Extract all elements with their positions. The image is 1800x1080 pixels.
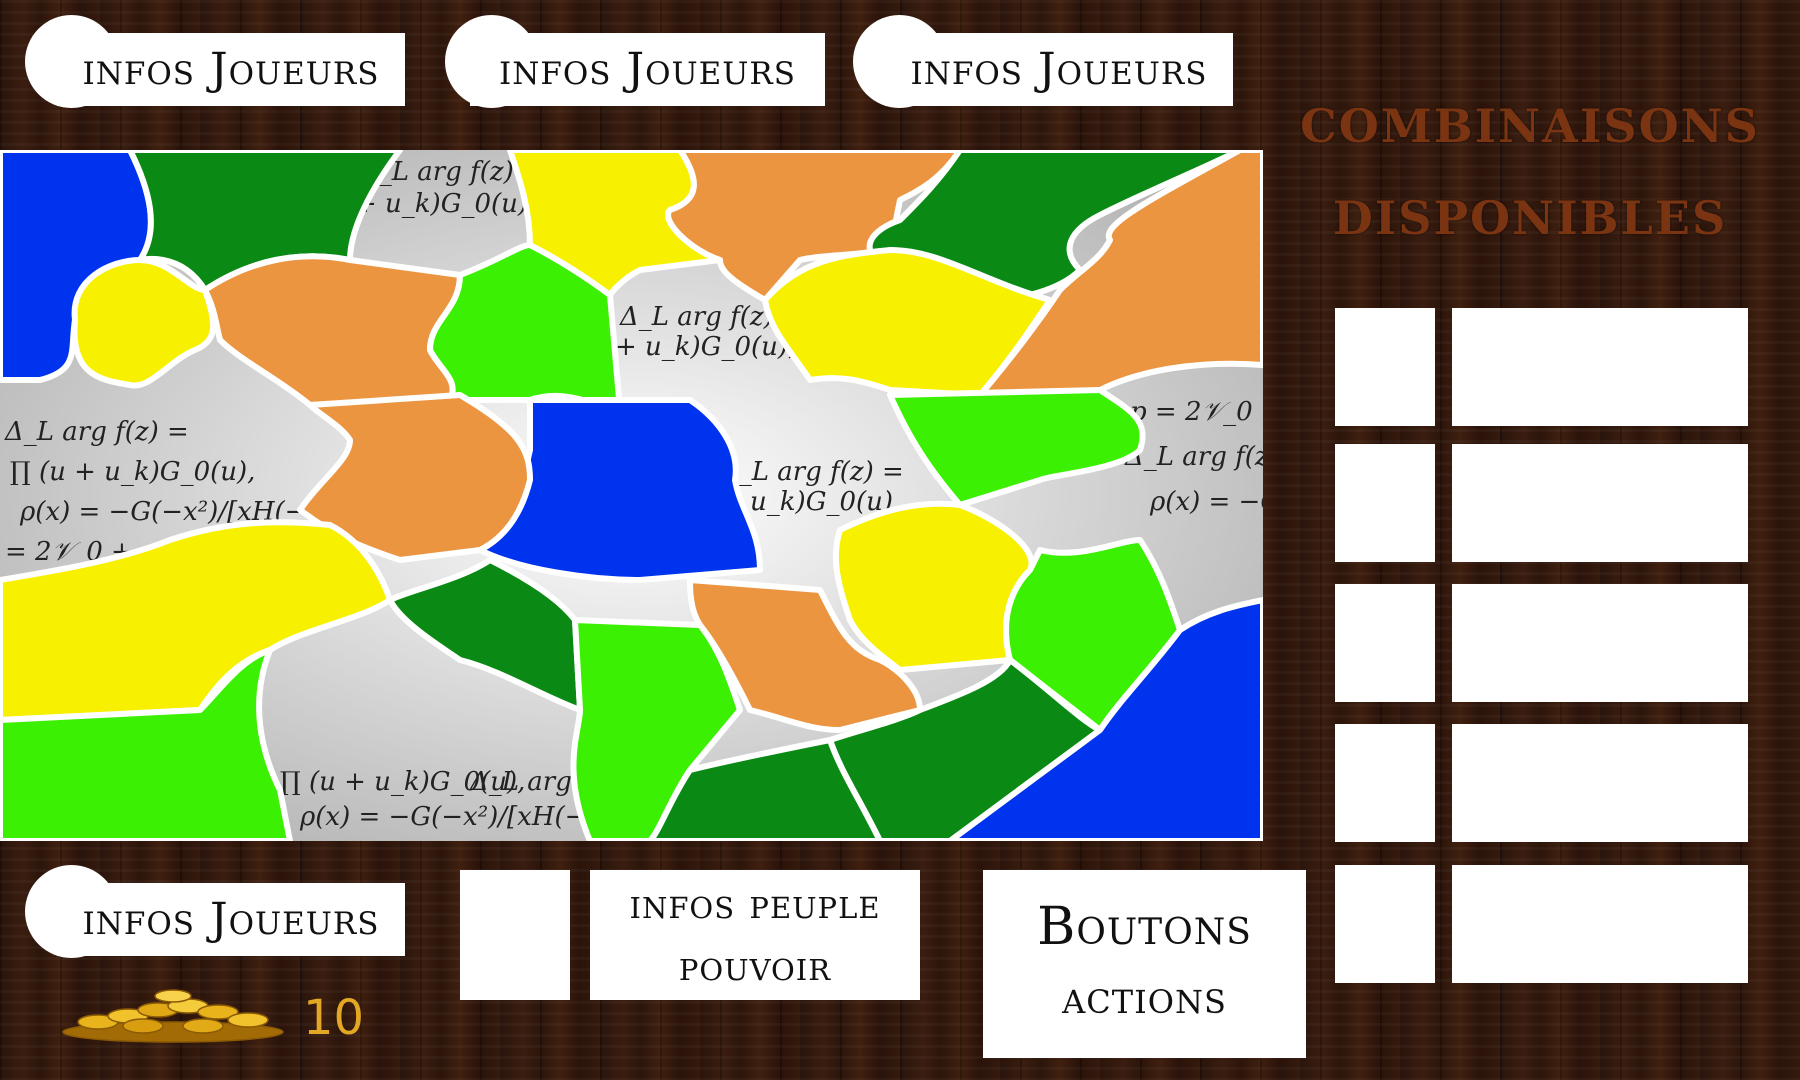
combination-2-icon[interactable] xyxy=(1335,444,1435,562)
player-info-3[interactable]: infos Joueurs xyxy=(853,15,1233,125)
formula-text: + u_k)G_0(u), xyxy=(355,189,536,219)
player-info-label: infos Joueurs xyxy=(57,33,405,106)
combination-5-slot[interactable] xyxy=(1452,865,1748,983)
combination-2-slot[interactable] xyxy=(1452,444,1748,562)
territories xyxy=(0,150,1263,841)
coin-pile-icon xyxy=(62,989,284,1043)
territory-light-green[interactable] xyxy=(887,387,1146,508)
formula-text: ∏ (u + u_k)G_0(u), xyxy=(280,767,525,797)
people-info-line1: infos peuple xyxy=(629,879,881,928)
combination-1-slot[interactable] xyxy=(1452,308,1748,426)
action-buttons-panel[interactable]: Boutons actions xyxy=(983,870,1306,1058)
territory-orange[interactable] xyxy=(297,392,533,563)
territory-blue[interactable] xyxy=(947,597,1263,841)
combination-4-slot[interactable] xyxy=(1452,724,1748,842)
formula-text: Δ_L arg f(z) = xyxy=(719,457,904,487)
territory-orange[interactable] xyxy=(687,577,923,733)
territory-yellow[interactable] xyxy=(762,247,1053,398)
combination-4-icon[interactable] xyxy=(1335,724,1435,842)
territory-orange[interactable] xyxy=(665,150,963,303)
combination-5-icon[interactable] xyxy=(1335,865,1435,983)
combination-1-icon[interactable] xyxy=(1335,308,1435,426)
people-icon-slot[interactable] xyxy=(460,870,570,1000)
territory-light-green[interactable] xyxy=(0,647,293,841)
territory-yellow[interactable] xyxy=(832,500,1035,673)
actions-line1: Boutons xyxy=(1037,897,1252,957)
combinations-title: COMBINAISONS DISPONIBLES xyxy=(1300,80,1760,264)
combinations-title-line2: DISPONIBLES xyxy=(1332,191,1728,245)
territory-yellow[interactable] xyxy=(71,257,217,389)
player-info-2[interactable]: infos Joueurs xyxy=(445,15,825,125)
formula-text: ρ(x) = −G(−x²)/[xH(− xyxy=(299,802,586,832)
player-info-1[interactable]: infos Joueurs xyxy=(25,15,405,125)
territory-dark-green[interactable] xyxy=(647,737,883,841)
coin-count: 10 xyxy=(303,990,365,1046)
territory-dark-green[interactable] xyxy=(866,150,1243,303)
people-info-line2: pouvoir xyxy=(678,941,832,990)
map-svg: Δ_L arg f(z) = + u_k)G_0(u), Δ_L arg f(z… xyxy=(0,150,1263,841)
formula-text: ∏ (u + u_k)G_0(u), xyxy=(10,457,255,487)
combinations-title-line1: COMBINAISONS xyxy=(1300,99,1760,153)
player-info-label: infos Joueurs xyxy=(885,33,1233,106)
combination-3-slot[interactable] xyxy=(1452,584,1748,702)
player-info-label: infos Joueurs xyxy=(470,33,825,106)
formula-text: + u_k)G_0(u), xyxy=(615,332,796,362)
formula-text: p = 2𝒱_0 + xyxy=(1130,397,1263,427)
game-map[interactable]: Δ_L arg f(z) = + u_k)G_0(u), Δ_L arg f(z… xyxy=(0,150,1263,841)
formula-text: + u_k)G_0(u), xyxy=(720,487,901,517)
formula-text: Δ_L arg f(z) = xyxy=(1124,442,1263,472)
actions-line2: actions xyxy=(1062,970,1227,1024)
player-info-4[interactable]: infos Joueurs xyxy=(25,865,405,975)
formula-text: ρ(x) = −G(−x²)/[xH(− xyxy=(1149,487,1263,517)
formula-text: Δ_L arg f(z) = xyxy=(4,417,189,447)
player-info-label: infos Joueurs xyxy=(57,883,405,956)
people-info-panel[interactable]: infos peuple pouvoir xyxy=(590,870,920,1000)
combination-3-icon[interactable] xyxy=(1335,584,1435,702)
